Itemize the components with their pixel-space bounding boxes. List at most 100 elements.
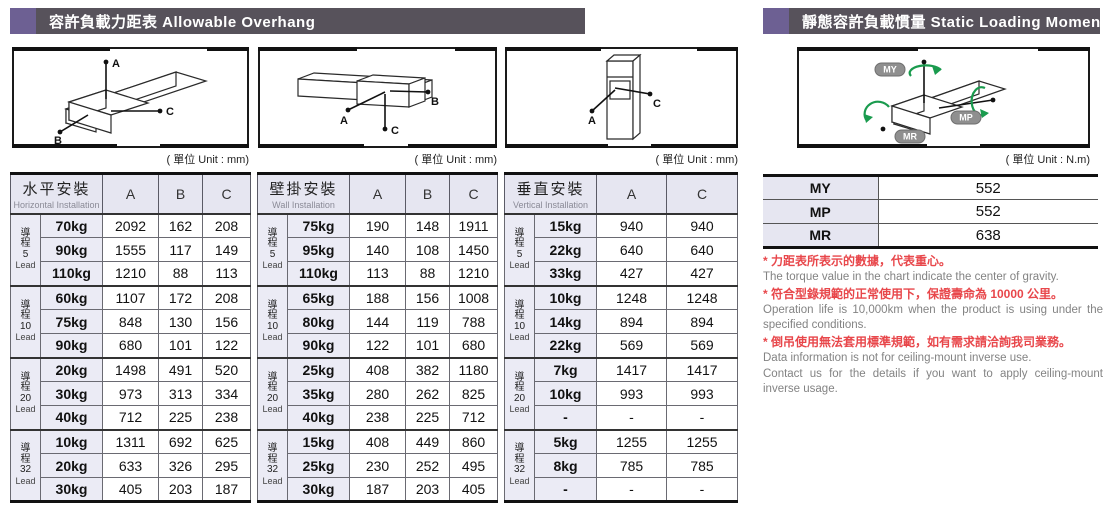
header-row: 垂直安裝 Vertical Installation A C <box>503 173 739 215</box>
load-cell: 15kg <box>286 428 351 454</box>
frame-accent <box>696 47 738 51</box>
overhang-section-title: 容許負載力距表 Allowable Overhang <box>49 13 316 31</box>
table-row: 75kg 848 130 156 <box>11 309 252 334</box>
value-cell: 1555 <box>102 237 160 262</box>
lead-number: 20 <box>513 392 526 404</box>
value-cell: 203 <box>158 477 204 502</box>
load-cell: 8kg <box>533 453 598 478</box>
value-cell: 712 <box>449 405 499 430</box>
value-cell: 785 <box>596 453 668 478</box>
lead-zh-char: 程 <box>20 382 31 393</box>
moment-value-cell: 552 <box>975 179 1001 197</box>
frame-accent <box>797 144 928 148</box>
header-accent-square <box>763 8 789 34</box>
value-cell: 172 <box>158 284 204 310</box>
load-cell: 110kg <box>286 261 351 286</box>
value-cell: 894 <box>596 309 668 334</box>
lead-en-label: Lead <box>509 260 530 270</box>
lead-group-label: 導程 10 Lead <box>504 284 535 358</box>
value-cell: 208 <box>202 212 252 238</box>
unit-caption-mm: ( 單位 Unit : mm) <box>166 154 250 166</box>
value-cell: 712 <box>102 405 160 430</box>
load-cell: 22kg <box>533 333 598 358</box>
horizontal-installation-table: 水平安裝 Horizontal Installation A B C 導程 5 Lead 70k… <box>9 172 252 503</box>
horizontal-installation-diagram: A B C <box>12 47 249 148</box>
moment-value-cell: 552 <box>878 199 1098 224</box>
column-header-c: C <box>449 173 499 215</box>
table-row: 30kg 405 203 187 <box>11 477 252 502</box>
load-cell: 90kg <box>39 333 104 358</box>
note-zh: * 力距表所表示的數據，代表重心。 <box>763 254 952 268</box>
table-row: 30kg 973 313 334 <box>11 381 252 406</box>
value-cell: 1210 <box>449 261 499 286</box>
axis-label-c: C <box>391 125 399 137</box>
header-row: 水平安裝 Horizontal Installation A B C <box>9 173 252 215</box>
value-cell: 280 <box>349 381 407 406</box>
value-cell: 113 <box>202 261 252 286</box>
frame-accent <box>454 47 497 51</box>
value-cell: 225 <box>158 405 204 430</box>
value-cell: 117 <box>158 237 204 262</box>
vertical-installation-diagram: A C <box>505 47 738 148</box>
axis-label-b: B <box>54 135 62 146</box>
my-badge <box>874 62 906 77</box>
value-cell: 1311 <box>102 428 160 454</box>
axis-label-a: A <box>340 115 348 127</box>
frame-accent <box>160 144 249 148</box>
value-cell: 190 <box>349 212 407 238</box>
vertical-rail-drawing: A C <box>588 53 661 141</box>
value-cell: 148 <box>405 212 451 238</box>
moment-label-mp: MP <box>959 113 973 123</box>
value-cell: 940 <box>596 212 668 238</box>
lead-en-label: Lead <box>15 404 36 414</box>
axis-label-c: C <box>653 98 661 110</box>
lead-en-label: Lead <box>262 475 283 486</box>
value-cell: 203 <box>405 477 451 502</box>
value-cell: 405 <box>102 477 160 502</box>
value-cell: 144 <box>349 309 407 334</box>
table-row: 8kg 785 785 <box>505 453 739 478</box>
static-loading-moment-table: MY 552 MP 552 MR 638 <box>763 174 1098 249</box>
table-row: 導程 32 Lead 15kg 408 449 860 <box>257 428 499 502</box>
table-row: 95kg 140 108 1450 <box>258 237 499 262</box>
value-cell: 149 <box>202 237 252 262</box>
table-title-zh: 水平安裝 <box>22 180 91 198</box>
load-cell: 80kg <box>286 309 351 334</box>
value-cell: 692 <box>158 428 204 454</box>
load-cell: 70kg <box>39 212 104 238</box>
value-cell: 427 <box>596 261 668 286</box>
value-cell: 326 <box>158 453 204 478</box>
lead-number: 20 <box>19 392 32 404</box>
frame-accent <box>258 47 357 51</box>
frame-accent <box>505 47 602 51</box>
lead-zh-char: 導 <box>267 371 278 383</box>
lead-group-label: 導程 32 Lead <box>504 428 535 502</box>
lead-number: 5 <box>22 248 29 260</box>
value-cell: 680 <box>449 333 499 358</box>
value-cell: 1180 <box>449 356 499 382</box>
value-cell: 187 <box>349 477 407 502</box>
value-cell: 405 <box>449 477 499 502</box>
lead-group-label: 導程 5 Lead <box>257 212 288 286</box>
value-cell: 88 <box>158 261 204 286</box>
lead-en-label: Lead <box>262 332 283 342</box>
value-cell: 1417 <box>596 356 668 382</box>
value-cell: 238 <box>349 405 407 430</box>
value-cell: 1450 <box>449 237 499 262</box>
value-cell: 625 <box>202 428 252 454</box>
lead-en-label: Lead <box>15 332 36 342</box>
value-cell: - <box>596 405 668 430</box>
value-cell: 225 <box>405 405 451 430</box>
frame-accent <box>12 47 110 51</box>
lead-zh-char: 程 <box>20 453 31 465</box>
unit-caption-mm: ( 單位 Unit : mm) <box>414 154 498 166</box>
load-cell: 40kg <box>286 405 351 430</box>
value-cell: 113 <box>349 261 407 286</box>
lead-en-label: Lead <box>509 332 530 342</box>
table-row: 導程 5 Lead 75kg 190 148 1911 <box>257 212 499 286</box>
table-row: --- <box>505 477 739 502</box>
table-title: 垂直安裝 Vertical Installation <box>503 173 598 215</box>
moment-section-title: 靜態容許負載慣量 Static Loading Moment <box>802 13 1107 31</box>
lead-group-label: 導程 10 Lead <box>10 284 41 358</box>
value-cell: 188 <box>349 284 407 310</box>
